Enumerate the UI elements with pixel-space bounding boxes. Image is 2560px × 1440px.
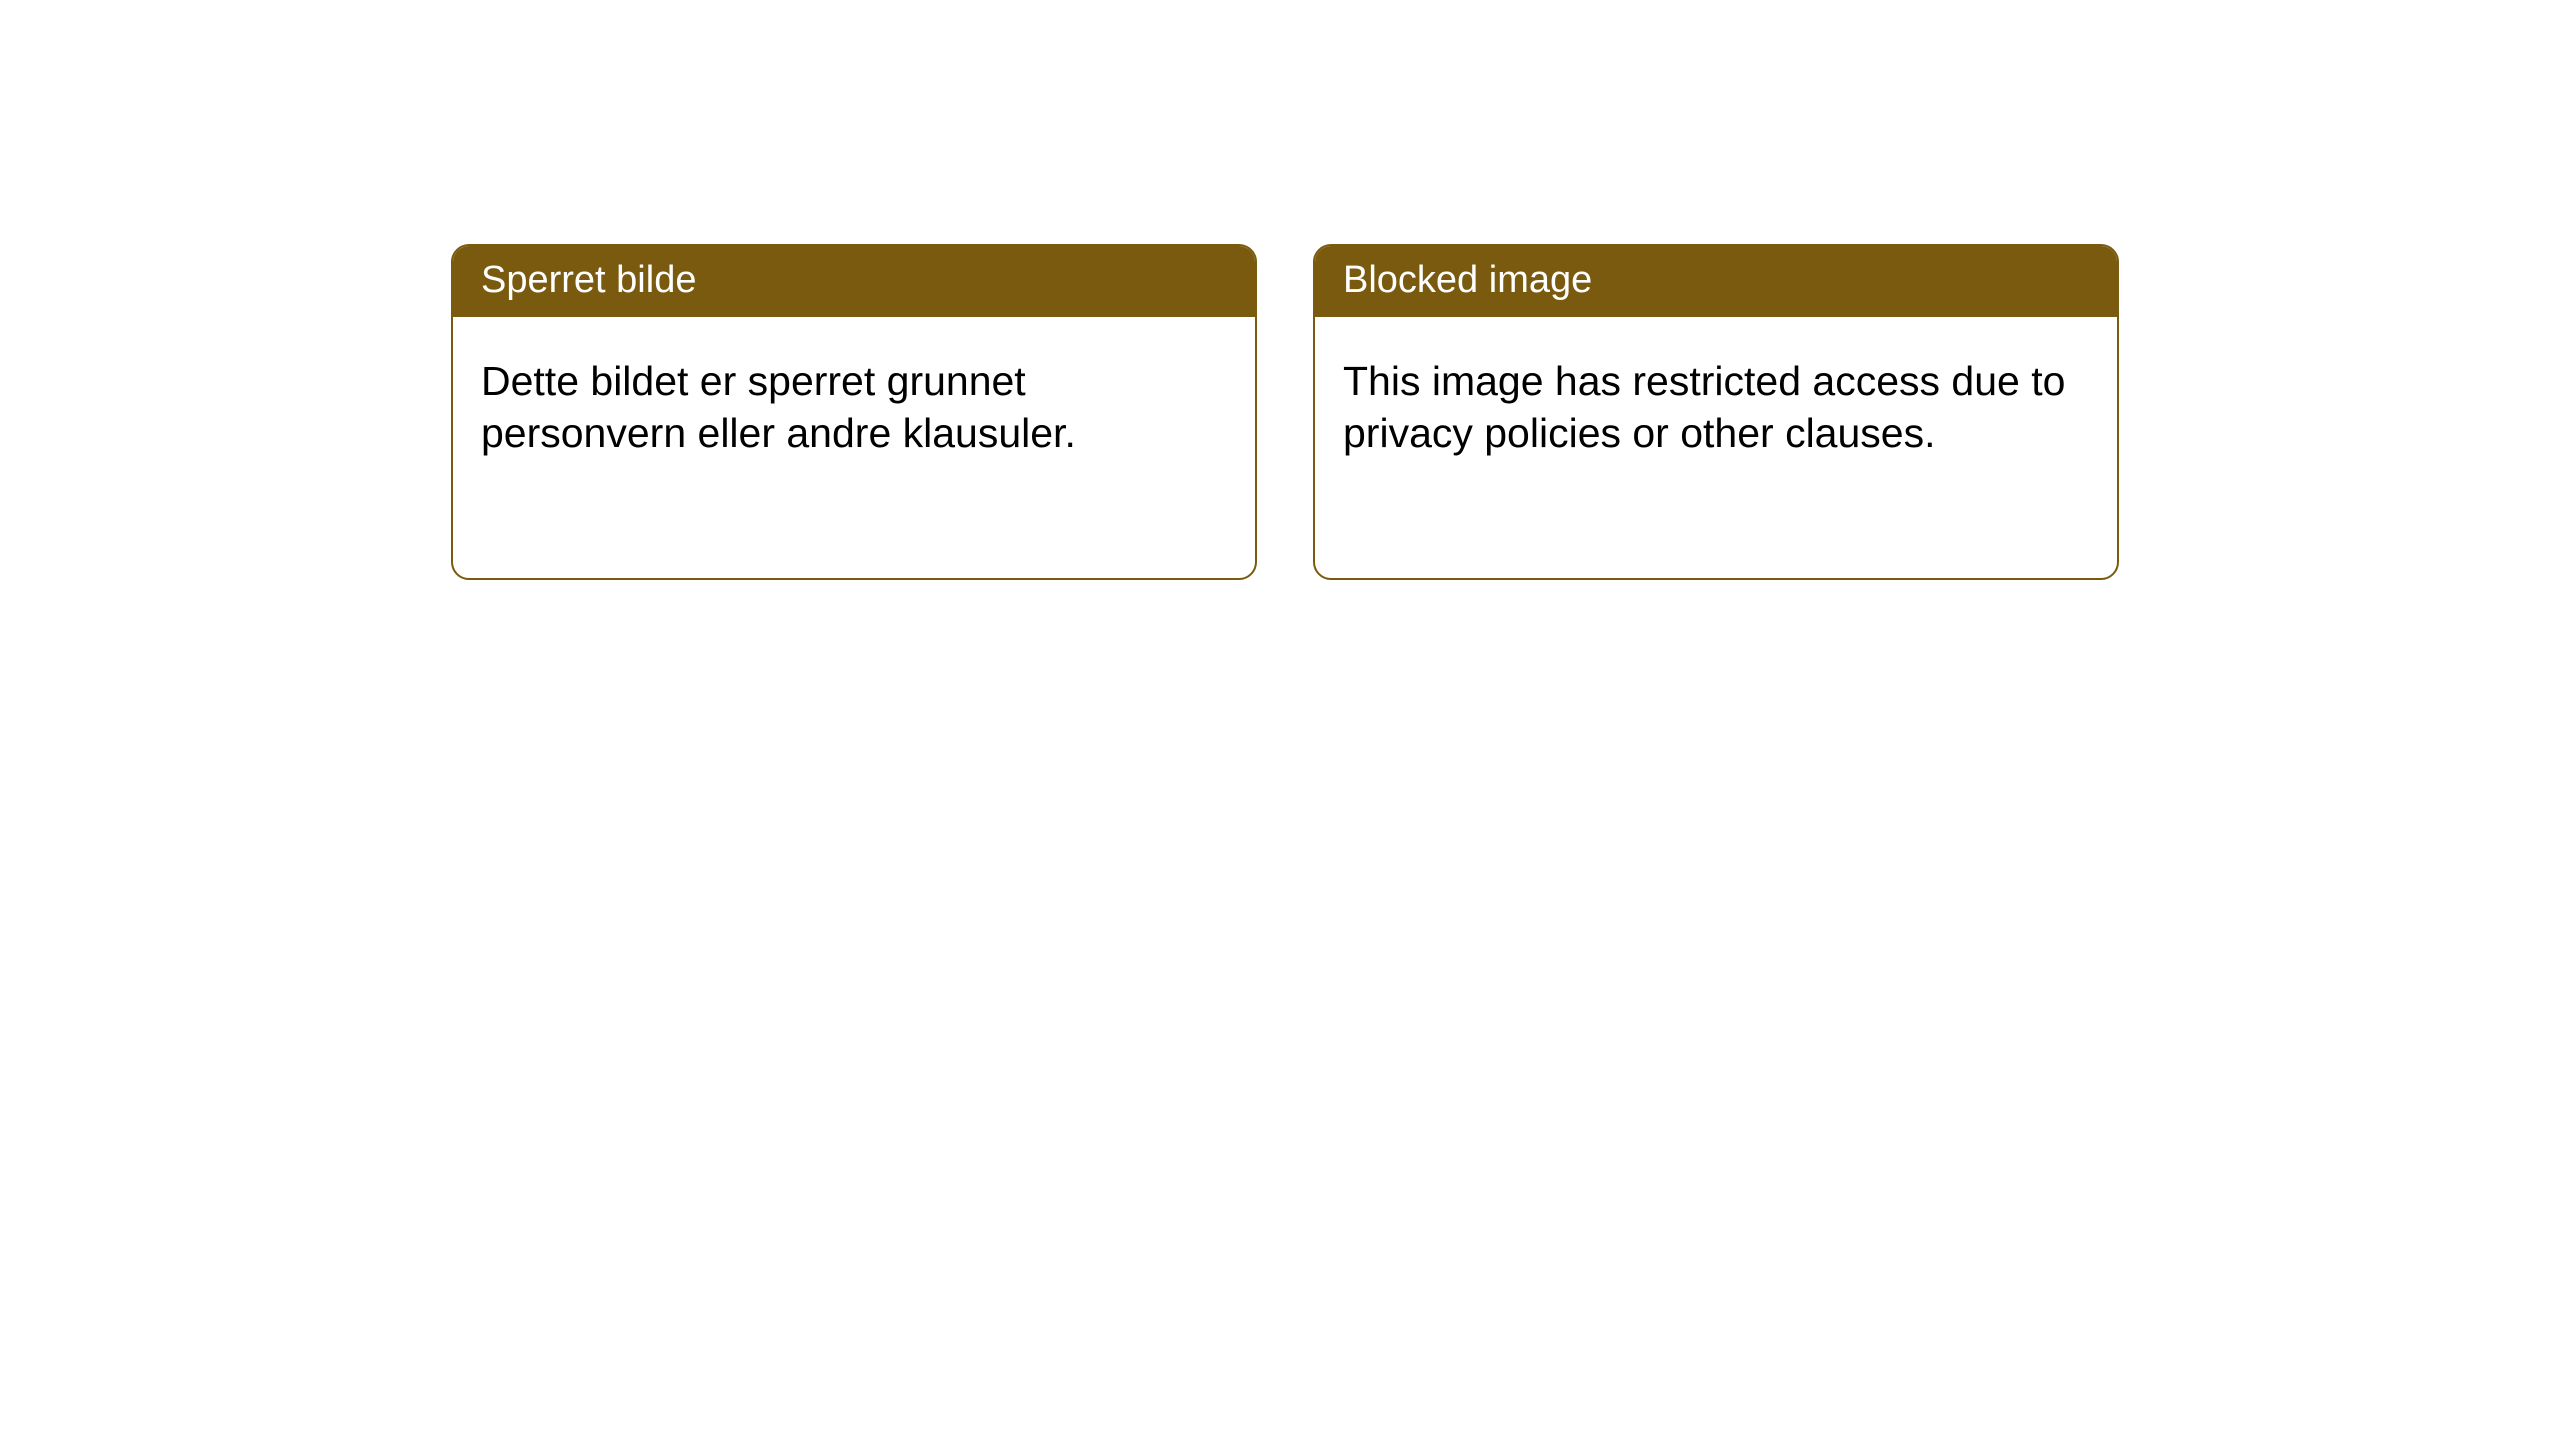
- notice-body-en: This image has restricted access due to …: [1315, 317, 2117, 487]
- notice-box-no: Sperret bilde Dette bildet er sperret gr…: [451, 244, 1257, 580]
- notice-container: Sperret bilde Dette bildet er sperret gr…: [0, 0, 2560, 580]
- notice-header-no: Sperret bilde: [453, 246, 1255, 317]
- notice-body-no: Dette bildet er sperret grunnet personve…: [453, 317, 1255, 487]
- notice-box-en: Blocked image This image has restricted …: [1313, 244, 2119, 580]
- notice-header-en: Blocked image: [1315, 246, 2117, 317]
